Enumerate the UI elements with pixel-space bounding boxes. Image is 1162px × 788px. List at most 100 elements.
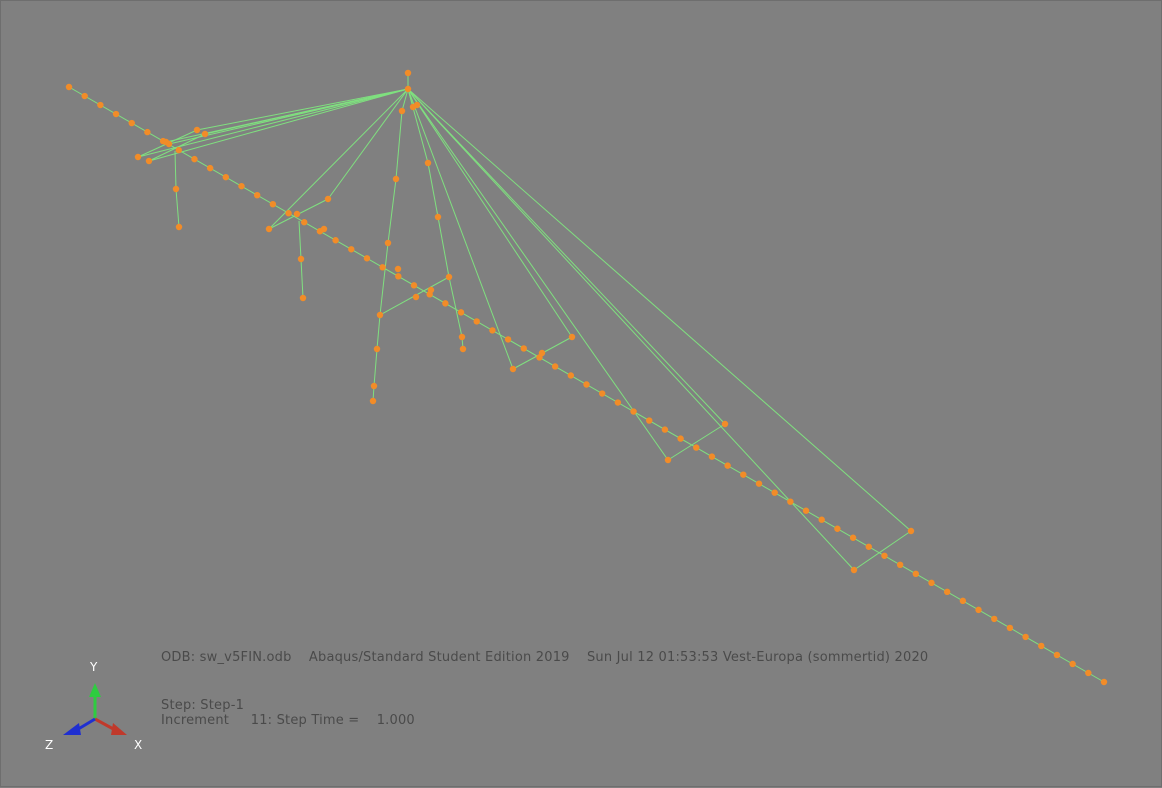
mesh-node[interactable]	[238, 182, 245, 190]
mesh-node[interactable]	[834, 525, 841, 532]
mesh-node[interactable]	[412, 293, 420, 301]
mesh-node[interactable]	[97, 101, 104, 109]
mesh-node[interactable]	[398, 107, 406, 115]
mesh-node[interactable]	[427, 286, 435, 294]
mesh-node[interactable]	[818, 516, 825, 523]
mesh-node[interactable]	[376, 311, 384, 319]
mesh-node[interactable]	[395, 273, 402, 280]
mesh-node[interactable]	[724, 462, 731, 469]
mesh-node[interactable]	[975, 606, 982, 614]
mesh-node[interactable]	[293, 210, 301, 218]
mesh-node[interactable]	[457, 309, 465, 316]
mesh-node[interactable]	[206, 164, 214, 172]
mesh-node[interactable]	[1085, 669, 1092, 677]
mesh-node[interactable]	[538, 349, 546, 357]
mesh-node[interactable]	[614, 399, 622, 406]
mesh-node[interactable]	[583, 381, 590, 388]
mesh-node[interactable]	[384, 239, 392, 247]
mesh-node[interactable]	[134, 153, 142, 161]
mesh-node[interactable]	[912, 570, 920, 578]
mesh-node[interactable]	[301, 219, 308, 226]
mesh-node[interactable]	[297, 255, 305, 263]
mesh-node[interactable]	[598, 390, 606, 397]
mesh-node[interactable]	[896, 561, 904, 569]
mesh-node[interactable]	[424, 159, 432, 167]
mesh-node[interactable]	[849, 534, 857, 541]
mesh-node[interactable]	[520, 345, 527, 352]
mesh-node[interactable]	[473, 318, 480, 325]
mesh-node[interactable]	[128, 119, 135, 127]
mesh-node[interactable]	[1006, 624, 1014, 632]
mesh-node[interactable]	[191, 155, 198, 163]
mesh-node[interactable]	[175, 223, 183, 231]
mesh-node[interactable]	[907, 527, 915, 535]
mesh-node[interactable]	[677, 435, 684, 442]
mesh-node[interactable]	[332, 237, 339, 244]
mesh-node[interactable]	[664, 456, 672, 464]
mesh-node[interactable]	[1038, 642, 1045, 650]
mesh-node[interactable]	[943, 588, 951, 596]
mesh-node[interactable]	[145, 157, 153, 165]
mesh-node[interactable]	[172, 185, 180, 193]
mesh-node[interactable]	[324, 195, 332, 203]
mesh-node[interactable]	[410, 282, 418, 289]
mesh-node[interactable]	[373, 345, 381, 353]
mesh-node[interactable]	[787, 498, 794, 505]
mesh-node[interactable]	[646, 417, 653, 424]
mesh-node[interactable]	[881, 552, 888, 559]
mesh-node[interactable]	[285, 210, 292, 217]
mesh-node[interactable]	[392, 175, 400, 183]
mesh-node[interactable]	[1053, 651, 1061, 659]
mesh-node[interactable]	[369, 397, 377, 405]
mesh-node[interactable]	[509, 365, 517, 373]
mesh-node[interactable]	[442, 300, 449, 307]
mesh-node[interactable]	[269, 200, 277, 208]
mesh-node[interactable]	[65, 83, 73, 91]
mesh-node[interactable]	[363, 255, 371, 262]
mesh-node[interactable]	[721, 420, 729, 428]
mesh-node[interactable]	[504, 336, 512, 343]
mesh-node[interactable]	[693, 444, 700, 451]
mesh-node[interactable]	[740, 471, 747, 478]
mesh-node[interactable]	[802, 507, 810, 514]
mesh-node[interactable]	[551, 363, 559, 370]
mesh-node[interactable]	[434, 213, 442, 221]
mesh-node[interactable]	[404, 85, 412, 93]
mesh-node[interactable]	[413, 101, 421, 109]
mesh-node[interactable]	[708, 453, 716, 460]
mesh-node[interactable]	[112, 110, 120, 118]
mesh-node[interactable]	[165, 140, 173, 148]
mesh-node[interactable]	[1022, 633, 1029, 641]
mesh-node[interactable]	[755, 480, 763, 487]
mesh-node[interactable]	[299, 294, 307, 302]
mesh-node[interactable]	[175, 146, 182, 154]
mesh-node[interactable]	[370, 382, 378, 390]
mesh-node[interactable]	[458, 333, 466, 341]
mesh-node[interactable]	[630, 408, 637, 415]
mesh-node[interactable]	[771, 489, 778, 496]
mesh-node[interactable]	[222, 173, 230, 181]
mesh-node[interactable]	[568, 333, 576, 341]
mesh-node[interactable]	[928, 579, 935, 587]
mesh-node[interactable]	[489, 327, 496, 334]
mesh-node[interactable]	[850, 566, 858, 574]
mesh-node[interactable]	[991, 615, 998, 623]
mesh-node[interactable]	[445, 273, 453, 281]
mesh-node[interactable]	[394, 265, 402, 273]
mesh-node[interactable]	[1100, 678, 1108, 686]
mesh-node[interactable]	[320, 225, 328, 233]
mesh-node[interactable]	[567, 372, 575, 379]
mesh-node[interactable]	[253, 191, 261, 199]
mesh-node[interactable]	[459, 345, 467, 353]
mesh-node[interactable]	[661, 426, 669, 433]
mesh-node[interactable]	[201, 130, 209, 138]
mesh-node[interactable]	[865, 543, 872, 550]
mesh-node[interactable]	[404, 69, 412, 77]
mesh-node[interactable]	[959, 597, 967, 605]
mesh-node[interactable]	[144, 128, 151, 136]
mesh-node[interactable]	[379, 264, 386, 271]
mesh-node[interactable]	[193, 126, 201, 134]
mesh-node[interactable]	[81, 92, 88, 100]
